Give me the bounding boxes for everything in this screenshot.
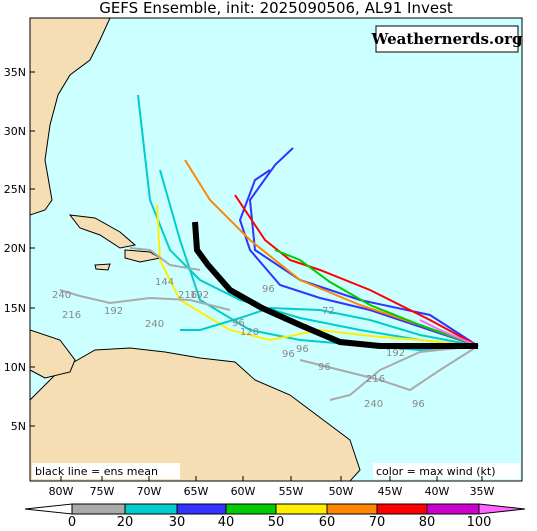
hour-label: 240 xyxy=(145,319,164,330)
hour-label: 120 xyxy=(240,327,259,338)
track xyxy=(238,169,479,347)
lat-label: 15N xyxy=(4,302,26,315)
lon-label: 60W xyxy=(231,485,256,498)
track xyxy=(274,249,479,347)
lon-label: 80W xyxy=(49,485,74,498)
hour-label: 216 xyxy=(366,374,385,385)
colorbar-segment xyxy=(225,503,277,515)
color-note: color = max wind (kt) xyxy=(376,465,496,478)
map-frame xyxy=(29,17,523,482)
lon-label: 55W xyxy=(279,485,304,498)
hour-label: 96 xyxy=(262,284,275,295)
track xyxy=(419,319,479,347)
north-america xyxy=(30,18,111,216)
hour-label: 192 xyxy=(190,290,209,301)
track xyxy=(234,194,479,347)
colorbar-label: 50 xyxy=(268,515,285,530)
lon-label: 35W xyxy=(470,485,495,498)
hour-label: 96 xyxy=(318,362,331,373)
colorbar-segment xyxy=(124,503,178,515)
lat-label: 35N xyxy=(4,66,26,79)
colorbar-segment xyxy=(326,503,378,515)
track xyxy=(329,345,479,401)
track xyxy=(180,306,479,347)
hour-label: 192 xyxy=(104,306,123,317)
colorbar-label: 20 xyxy=(117,515,134,530)
lon-label: 40W xyxy=(425,485,450,498)
lat-label: 10N xyxy=(4,361,26,374)
colorbar-segment xyxy=(176,503,227,515)
watermark-box xyxy=(375,25,519,53)
hour-label: 96 xyxy=(282,349,295,360)
hour-label: 96 xyxy=(296,344,309,355)
cuba xyxy=(68,214,137,249)
track xyxy=(248,147,479,347)
note-box xyxy=(373,463,520,479)
hour-label: 240 xyxy=(52,290,71,301)
colorbar-label: 80 xyxy=(419,515,436,530)
track xyxy=(159,169,479,352)
hour-label: 192 xyxy=(386,348,405,359)
colorbar-segment xyxy=(275,503,328,515)
colorbar-label: 70 xyxy=(369,515,386,530)
colorbar-label: 0 xyxy=(68,515,76,530)
lon-label: 75W xyxy=(90,485,115,498)
hour-label: 96 xyxy=(412,399,425,410)
lat-label: 20N xyxy=(4,242,26,255)
track xyxy=(129,247,201,271)
hour-label: 96 xyxy=(232,318,245,329)
colorbar-segment xyxy=(426,503,480,515)
colorbar-label: 40 xyxy=(218,515,235,530)
colorbar-label: 60 xyxy=(319,515,336,530)
ensemble-mean-track xyxy=(192,221,478,349)
hour-label: 216 xyxy=(178,290,197,301)
colorbar-label: 100 xyxy=(467,515,492,530)
lon-label: 65W xyxy=(184,485,209,498)
title: GEFS Ensemble, init: 2025090506, AL91 In… xyxy=(99,0,453,17)
hour-label: 240 xyxy=(364,399,383,410)
south-america xyxy=(30,347,361,481)
track xyxy=(59,289,231,311)
lon-label: 50W xyxy=(329,485,354,498)
colorbar-label: 30 xyxy=(169,515,186,530)
track xyxy=(299,345,479,392)
hour-label: 72 xyxy=(322,306,335,317)
note-box xyxy=(32,463,180,479)
colorbar-right-arrow xyxy=(478,503,526,515)
lon-label: 70W xyxy=(137,485,162,498)
track xyxy=(156,204,479,347)
colorbar-segment xyxy=(376,503,428,515)
hour-label: 144 xyxy=(155,277,174,288)
lon-label: 45W xyxy=(378,485,403,498)
hour-label: 216 xyxy=(62,310,81,321)
watermark: Weathernerds.org xyxy=(370,30,523,48)
colorbar-segment xyxy=(71,503,126,515)
ensemble-tracks xyxy=(59,94,479,401)
lat-label: 30N xyxy=(4,125,26,138)
central-america xyxy=(30,329,76,379)
jamaica xyxy=(94,263,111,271)
colorbar-left-arrow xyxy=(24,503,73,515)
lat-label: 25N xyxy=(4,183,26,196)
mean-note: black line = ens mean xyxy=(35,465,158,478)
lat-label: 5N xyxy=(11,420,26,433)
colorbar: 0 20 30 40 50 60 70 80 100 xyxy=(24,503,526,530)
hispaniola xyxy=(124,249,162,263)
